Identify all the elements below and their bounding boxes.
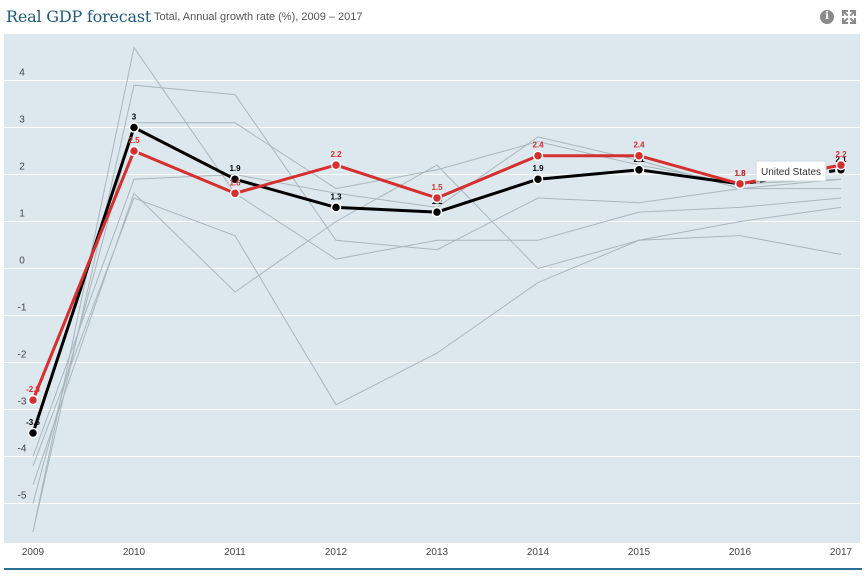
tooltip-label: United States [761, 167, 821, 178]
y-tick-label: -3 [18, 397, 27, 408]
data-label: 1.8 [734, 169, 746, 178]
bottom-rule [4, 568, 862, 570]
data-point [835, 159, 847, 171]
data-point [532, 150, 544, 161]
y-tick-label: -1 [18, 303, 27, 314]
info-icon[interactable]: i [820, 10, 834, 24]
data-label: 2.1 [835, 155, 847, 164]
data-point [128, 145, 140, 157]
data-point [431, 206, 443, 218]
data-point [431, 192, 443, 204]
y-tick-label: 4 [19, 68, 25, 79]
data-label: 1.3 [330, 192, 342, 201]
x-tick-label: 2012 [325, 547, 348, 558]
x-tick-label: 2010 [123, 547, 146, 558]
chart-header: Real GDP forecast Total, Annual growth r… [0, 0, 867, 34]
data-point [633, 150, 645, 161]
data-point [128, 122, 140, 133]
data-point [330, 202, 342, 213]
data-point [330, 159, 342, 171]
y-tick-label: 3 [19, 115, 25, 126]
data-label: 2.2 [835, 150, 847, 159]
chart-title: Real GDP forecast [6, 7, 152, 26]
chart-subtitle: Total, Annual growth rate (%), 2009 – 20… [154, 11, 363, 23]
other-country-line [32, 122, 842, 504]
data-point [633, 164, 645, 176]
other-country-line [32, 46, 842, 532]
data-point [734, 178, 746, 190]
data-label: 2.2 [330, 150, 342, 159]
x-tick-label: 2017 [830, 547, 853, 558]
x-tick-label: 2015 [628, 547, 651, 558]
line-chart: -5 -4 -3 -2 -1 0 1 2 3 4 2009 2010 2011 2012 2013 2014… [4, 34, 860, 558]
data-label: 1.9 [532, 164, 544, 173]
other-country-line [32, 164, 842, 485]
highlighted-lines: -3.531.91.31.21.92.11.82.1-2.82.51.62.21… [26, 113, 847, 439]
tooltip-box [755, 160, 827, 182]
x-tick-label: 2016 [729, 547, 752, 558]
data-label: 1.5 [431, 183, 443, 192]
other-country-line [32, 197, 842, 467]
x-tick-label: 2014 [527, 547, 550, 558]
data-point [229, 188, 241, 199]
data-point [229, 173, 241, 185]
chart-area: -5 -4 -3 -2 -1 0 1 2 3 4 2009 2010 2011 2012 2013 2014… [0, 34, 867, 574]
data-label: 2.5 [128, 136, 140, 145]
data-label: 1.9 [229, 164, 241, 173]
data-point [532, 173, 544, 185]
data-label: -3.5 [26, 418, 40, 427]
y-tick-label: -4 [18, 444, 27, 455]
y-tick-label: 0 [19, 256, 25, 267]
data-label: 1.8 [734, 169, 746, 178]
x-tick-label: 2013 [426, 547, 449, 558]
data-point [27, 394, 39, 406]
expand-icon[interactable] [841, 9, 857, 25]
y-tick-label: 2 [19, 162, 25, 173]
tooltip: United States [755, 160, 827, 182]
us-series-line [31, 126, 741, 434]
data-label: 1.6 [229, 178, 241, 187]
x-tick-label: 2009 [22, 547, 45, 558]
data-label: 3 [132, 113, 137, 122]
other-country-line [32, 84, 841, 532]
data-label: 2.4 [532, 141, 544, 150]
y-tick-label: -5 [18, 491, 27, 502]
y-tick-label: 1 [19, 209, 25, 220]
y-tick-label: -2 [18, 350, 27, 361]
data-label: 2.4 [633, 141, 645, 150]
x-axis-ticks: 2009 2010 2011 2012 2013 2014 2015 2016 2017 [22, 547, 853, 558]
plot-background [4, 34, 860, 543]
y-axis-ticks: -5 -4 -3 -2 -1 0 1 2 3 4 [18, 68, 27, 502]
data-point [27, 427, 39, 439]
data-label: -2.8 [26, 385, 40, 394]
x-tick-label: 2011 [224, 547, 246, 558]
gridlines [4, 80, 860, 504]
